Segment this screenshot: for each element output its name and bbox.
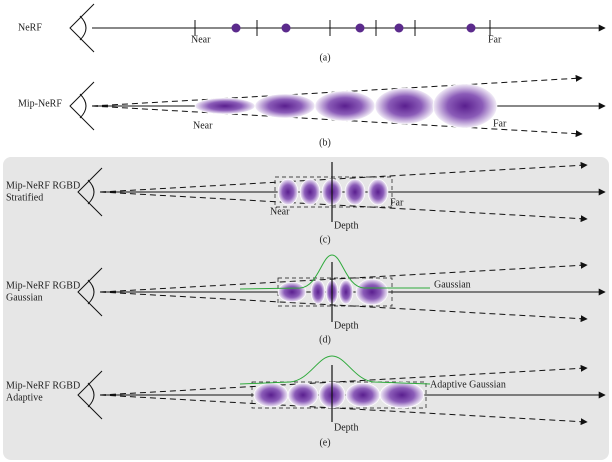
gaussian-sample bbox=[254, 93, 316, 119]
sample-point bbox=[281, 23, 291, 33]
cone-edge bbox=[99, 261, 588, 293]
eye bbox=[77, 267, 103, 317]
eye bbox=[87, 179, 95, 205]
gaussian-sample bbox=[344, 178, 366, 206]
gaussian-sample bbox=[194, 97, 256, 115]
panel-label: Mip-NeRF RGBD bbox=[6, 180, 80, 191]
eye bbox=[77, 370, 103, 420]
panel-label: Mip-NeRF bbox=[18, 98, 62, 109]
panel-label: NeRF bbox=[18, 22, 42, 33]
panel-label: Mip-NeRF RGBD bbox=[6, 280, 80, 291]
gaussian-curve bbox=[239, 254, 430, 290]
curve-label: Gaussian bbox=[434, 279, 471, 290]
far-label: Far bbox=[493, 118, 507, 129]
gaussian-sample bbox=[367, 178, 389, 206]
gaussian-sample bbox=[338, 279, 354, 305]
caption: (a) bbox=[319, 52, 330, 63]
eye bbox=[79, 93, 87, 119]
depth-label: Depth bbox=[334, 320, 358, 331]
sample-point bbox=[394, 23, 404, 33]
gaussian-sample bbox=[277, 178, 299, 206]
gaussian-sample bbox=[432, 83, 498, 129]
gaussian-sample bbox=[299, 178, 321, 206]
sample-box bbox=[251, 381, 427, 409]
eye bbox=[79, 15, 87, 41]
sample-point bbox=[355, 23, 365, 33]
caption: (b) bbox=[319, 137, 331, 148]
gaussian-sample bbox=[379, 381, 425, 409]
gaussian-sample bbox=[374, 87, 436, 125]
eye bbox=[69, 81, 95, 131]
gaussian-sample bbox=[355, 278, 389, 306]
panel-label: Mip-NeRF RGBD bbox=[6, 380, 80, 391]
eye bbox=[87, 382, 95, 408]
cone-edge bbox=[99, 191, 588, 223]
gaussian-sample bbox=[287, 382, 319, 408]
eye bbox=[77, 167, 103, 217]
gaussian-sample bbox=[310, 279, 326, 305]
far-label: Far bbox=[390, 197, 404, 208]
panel-label: Gaussian bbox=[6, 292, 43, 303]
sample-box bbox=[274, 176, 393, 208]
eye bbox=[87, 279, 95, 305]
caption: (d) bbox=[319, 334, 331, 345]
eye bbox=[69, 3, 95, 53]
curve-label: Adaptive Gaussian bbox=[430, 379, 506, 390]
caption: (e) bbox=[319, 437, 330, 448]
cone-edge bbox=[99, 291, 588, 323]
gaussian-curve bbox=[239, 355, 431, 385]
rgbd-background bbox=[3, 157, 609, 460]
sample-point bbox=[231, 23, 241, 33]
panel-label: Stratified bbox=[6, 192, 43, 203]
cone-edge bbox=[99, 364, 588, 396]
panel-label: Adaptive bbox=[6, 392, 43, 403]
gaussian-sample bbox=[314, 90, 376, 122]
far-label: Far bbox=[488, 34, 502, 45]
caption: (c) bbox=[319, 234, 330, 245]
near-label: Near bbox=[193, 120, 213, 131]
gaussian-sample bbox=[345, 382, 381, 408]
near-label: Near bbox=[270, 206, 290, 217]
sample-point bbox=[466, 23, 476, 33]
near-label: Near bbox=[191, 34, 211, 45]
depth-label: Depth bbox=[334, 220, 358, 231]
gaussian-sample bbox=[253, 382, 289, 408]
gaussian-sample bbox=[277, 281, 307, 303]
cone-edge bbox=[99, 161, 588, 193]
depth-label: Depth bbox=[334, 422, 358, 433]
cone-edge bbox=[99, 394, 588, 426]
